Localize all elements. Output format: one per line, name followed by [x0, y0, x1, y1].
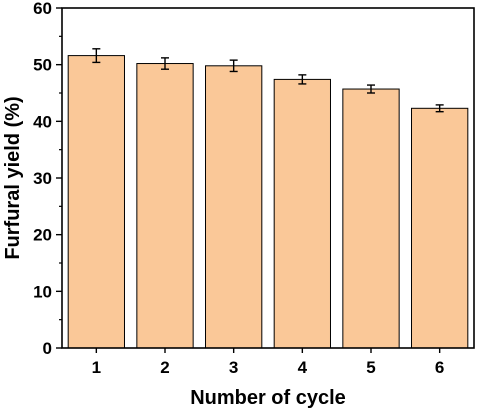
- y-tick-label-40: 40: [33, 112, 52, 131]
- y-tick-label-10: 10: [33, 282, 52, 301]
- bar-1: [67, 55, 125, 349]
- x-tick-label-1: 1: [92, 358, 101, 377]
- bars-group: [67, 55, 469, 349]
- y-tick-label-30: 30: [33, 169, 52, 188]
- y-tick-label-20: 20: [33, 226, 52, 245]
- x-tick-label-6: 6: [435, 358, 444, 377]
- y-tick-label-50: 50: [33, 56, 52, 75]
- x-axis-ticks: 1 2 3 4 5 6: [92, 348, 444, 377]
- x-tick-label-2: 2: [160, 358, 169, 377]
- y-axis-label: Furfural yield (%): [2, 96, 24, 259]
- x-tick-label-5: 5: [366, 358, 375, 377]
- bar-6: [411, 107, 469, 349]
- bar-2: [136, 63, 194, 349]
- x-axis-label: Number of cycle: [190, 387, 346, 409]
- x-tick-label-4: 4: [298, 358, 308, 377]
- error-bars-group: [92, 48, 444, 113]
- bar-5: [342, 88, 400, 349]
- bar-3: [205, 65, 263, 349]
- x-tick-label-3: 3: [229, 358, 238, 377]
- y-tick-label-0: 0: [43, 339, 52, 358]
- bar-4: [273, 78, 331, 349]
- y-axis-ticks: 0 10 20 30 40 50 60: [33, 0, 62, 358]
- y-tick-label-60: 60: [33, 0, 52, 18]
